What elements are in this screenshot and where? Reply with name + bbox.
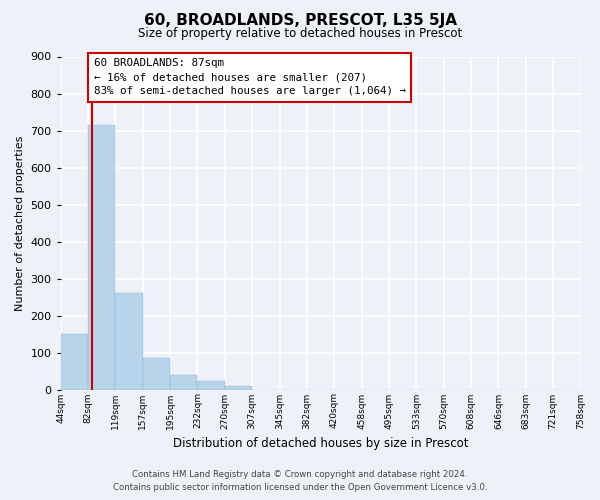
Text: Size of property relative to detached houses in Prescot: Size of property relative to detached ho…	[138, 28, 462, 40]
Y-axis label: Number of detached properties: Number of detached properties	[15, 136, 25, 310]
Bar	[197, 382, 225, 390]
Bar	[61, 334, 88, 390]
Text: 60, BROADLANDS, PRESCOT, L35 5JA: 60, BROADLANDS, PRESCOT, L35 5JA	[143, 12, 457, 28]
Text: 60 BROADLANDS: 87sqm
← 16% of detached houses are smaller (207)
83% of semi-deta: 60 BROADLANDS: 87sqm ← 16% of detached h…	[94, 58, 406, 96]
Bar	[143, 358, 170, 390]
Bar	[115, 292, 143, 390]
X-axis label: Distribution of detached houses by size in Prescot: Distribution of detached houses by size …	[173, 437, 469, 450]
Bar	[225, 386, 252, 390]
Bar	[88, 126, 115, 390]
Text: Contains HM Land Registry data © Crown copyright and database right 2024.
Contai: Contains HM Land Registry data © Crown c…	[113, 470, 487, 492]
Bar	[170, 376, 197, 390]
